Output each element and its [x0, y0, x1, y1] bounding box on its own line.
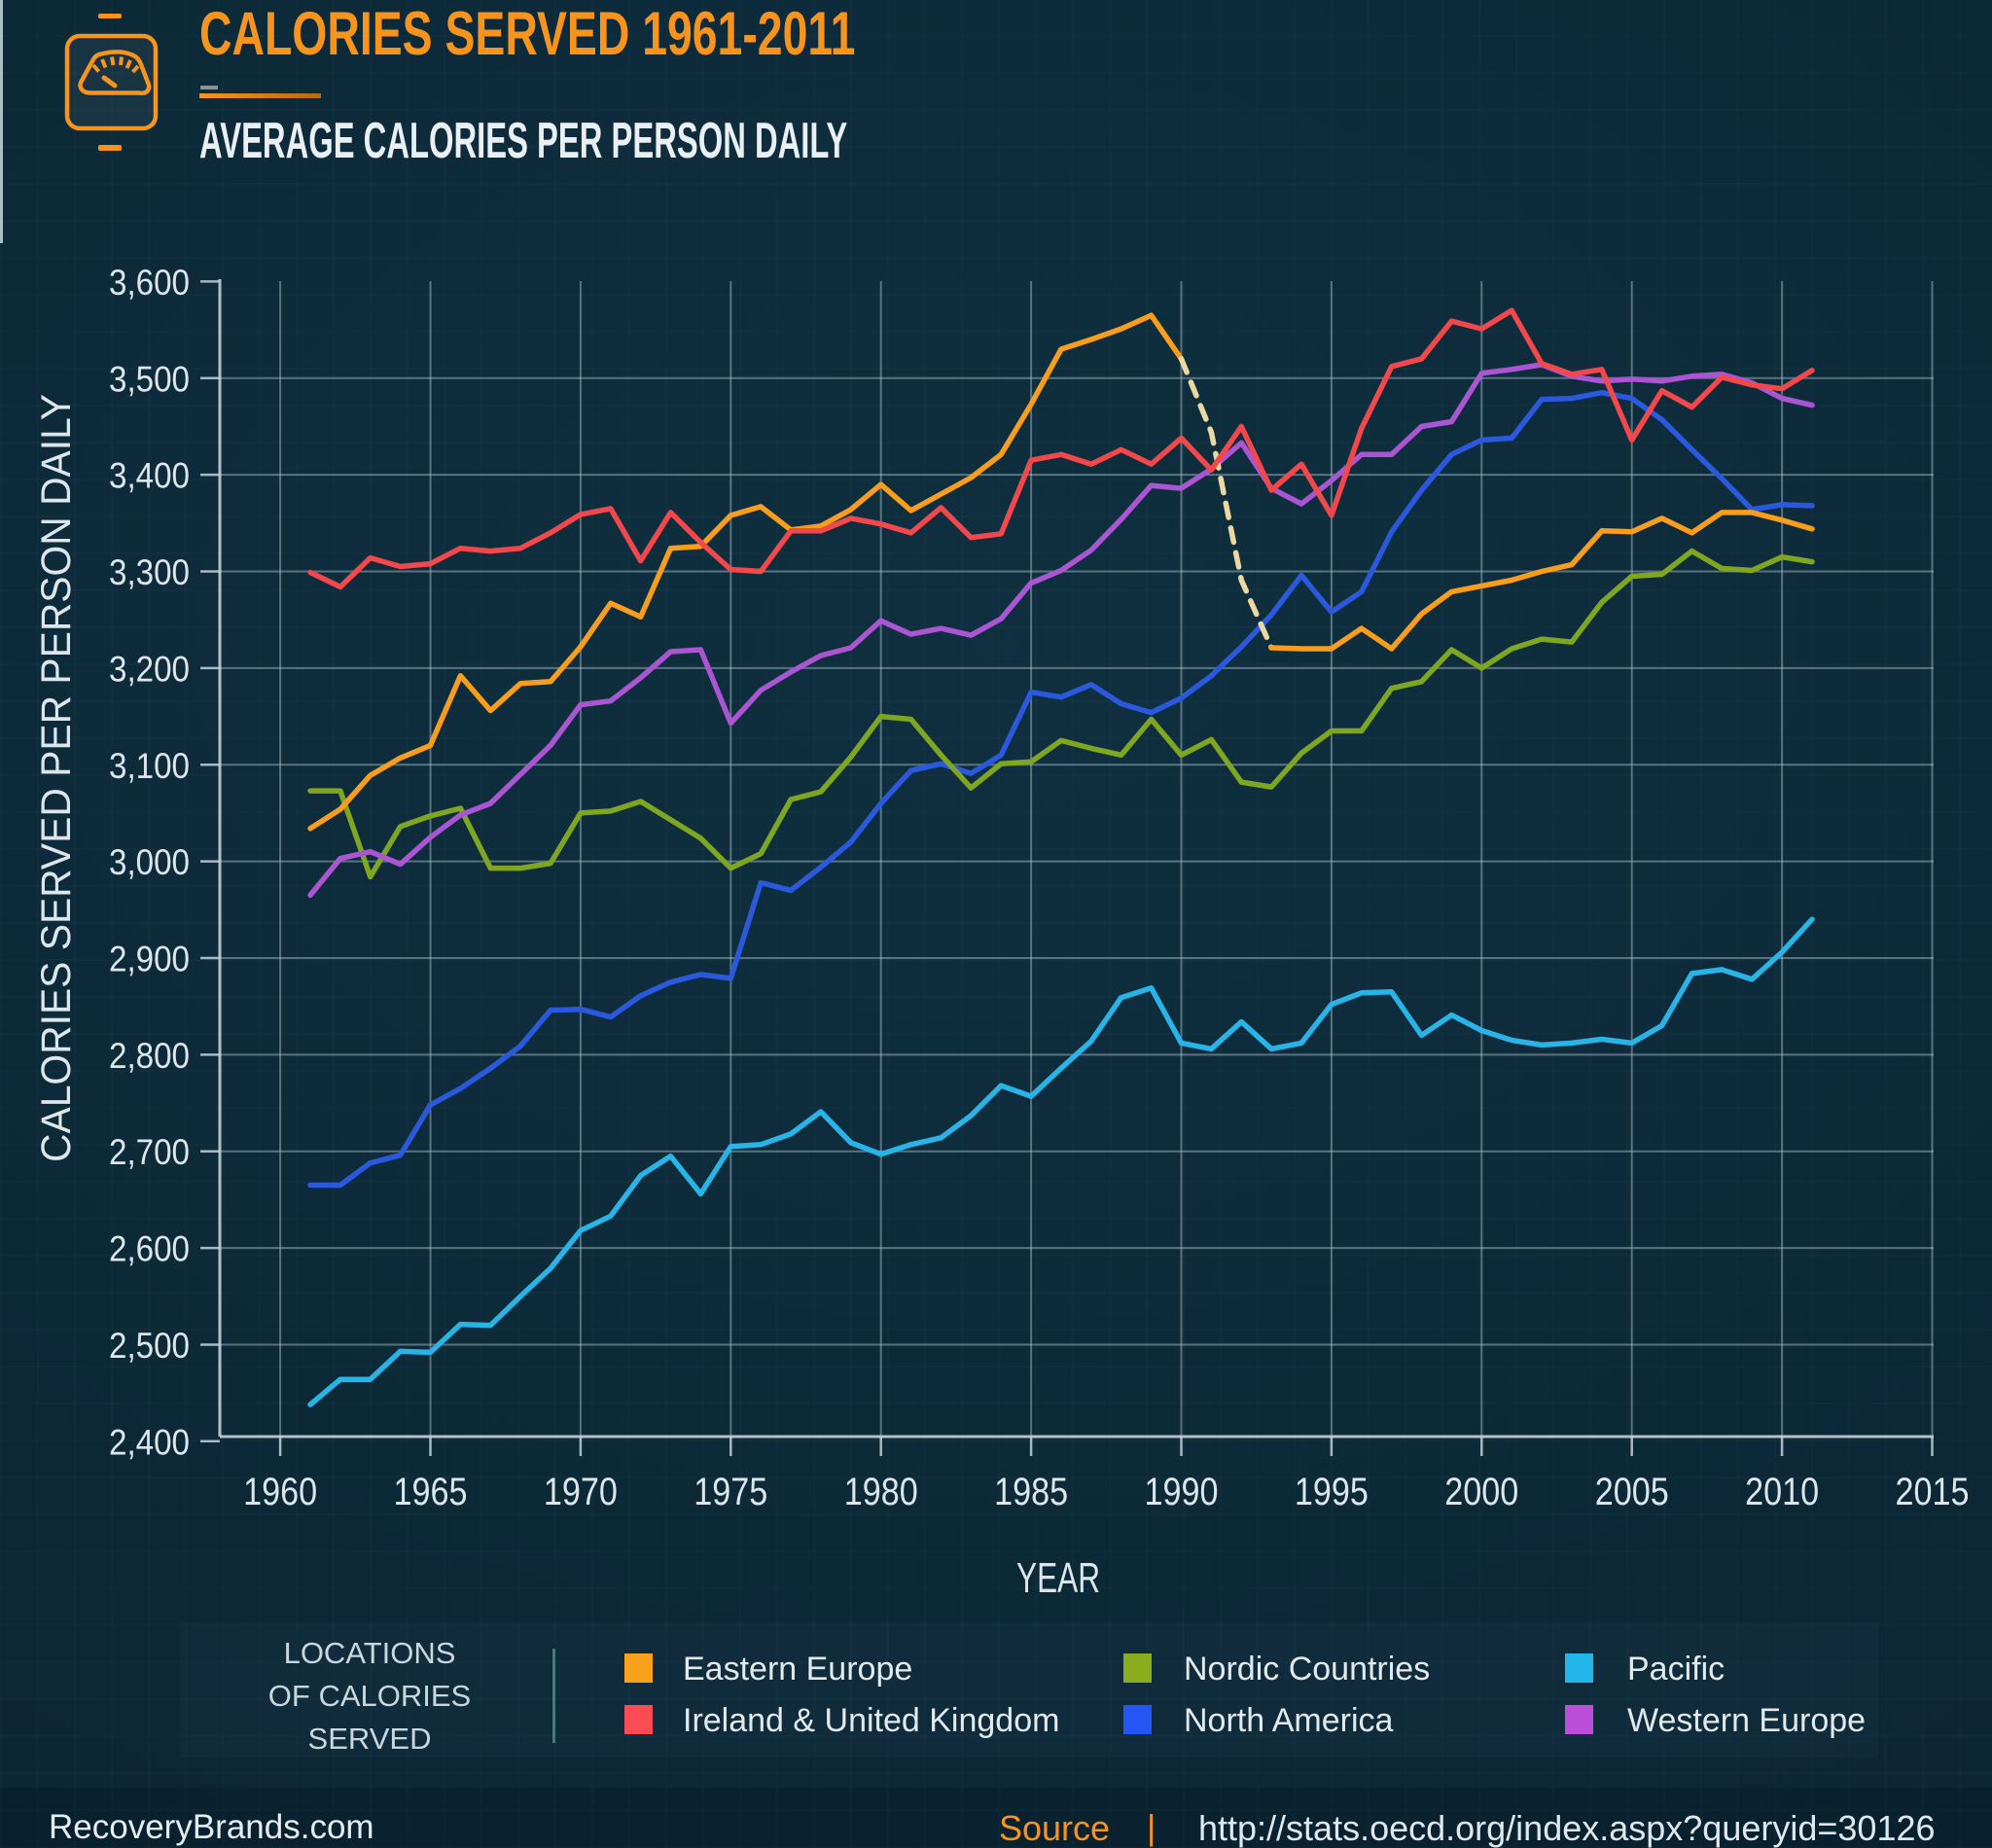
svg-text:1960: 1960: [243, 1471, 317, 1513]
svg-text:2005: 2005: [1595, 1471, 1669, 1513]
svg-text:1985: 1985: [994, 1471, 1068, 1513]
svg-text:3,600: 3,600: [109, 263, 190, 302]
svg-text:2,700: 2,700: [109, 1132, 190, 1172]
svg-text:3,400: 3,400: [109, 456, 190, 496]
svg-text:1980: 1980: [844, 1471, 918, 1513]
svg-text:2,800: 2,800: [109, 1036, 190, 1076]
svg-text:1995: 1995: [1295, 1471, 1369, 1513]
svg-text:1975: 1975: [694, 1471, 767, 1513]
svg-text:2,900: 2,900: [109, 940, 190, 979]
svg-text:3,000: 3,000: [109, 842, 190, 882]
svg-text:1970: 1970: [544, 1471, 618, 1513]
svg-text:2,600: 2,600: [109, 1229, 190, 1269]
svg-text:3,500: 3,500: [109, 359, 190, 399]
svg-text:2,500: 2,500: [109, 1326, 190, 1366]
svg-text:3,100: 3,100: [109, 746, 190, 786]
svg-text:2010: 2010: [1745, 1471, 1819, 1513]
svg-text:3,200: 3,200: [109, 649, 190, 689]
svg-text:1965: 1965: [394, 1471, 468, 1513]
svg-text:2,400: 2,400: [109, 1422, 190, 1462]
svg-text:CALORIES SERVED PER PERSON DAI: CALORIES SERVED PER PERSON DAILY: [33, 394, 80, 1162]
svg-text:3,300: 3,300: [109, 552, 190, 592]
svg-text:1990: 1990: [1145, 1471, 1219, 1513]
svg-text:2000: 2000: [1444, 1471, 1518, 1513]
svg-text:2015: 2015: [1896, 1471, 1970, 1513]
svg-text:YEAR: YEAR: [1016, 1554, 1100, 1602]
